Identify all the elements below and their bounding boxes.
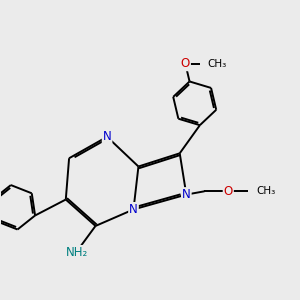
Text: CH₃: CH₃ [256, 186, 276, 196]
Text: N: N [129, 203, 138, 216]
Text: O: O [224, 185, 233, 198]
Text: N: N [103, 130, 111, 143]
Text: N: N [182, 188, 191, 201]
Text: NH₂: NH₂ [66, 246, 88, 259]
Text: CH₃: CH₃ [208, 59, 227, 69]
Text: O: O [181, 57, 190, 70]
